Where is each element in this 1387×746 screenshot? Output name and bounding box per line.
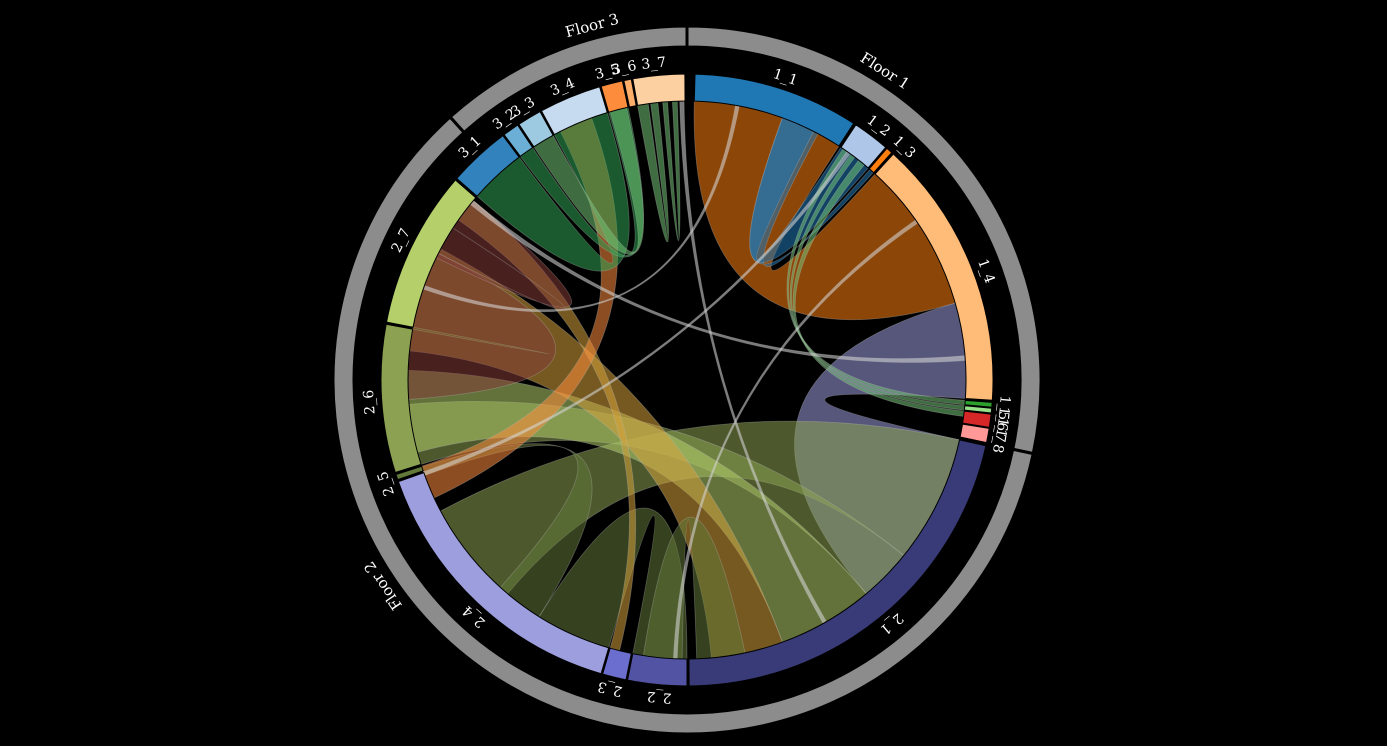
segments [380, 73, 994, 687]
segment-label-1-8: 1_8 [989, 427, 1009, 454]
segment-label-2-6: 2_6 [361, 389, 379, 415]
segment-2-6 [380, 323, 422, 474]
segment-3-5 [600, 80, 629, 113]
segment-1-7 [962, 410, 992, 428]
segment-label-3-7: 3_7 [641, 54, 667, 73]
segment-1-2 [840, 124, 887, 169]
segment-2-2 [626, 653, 688, 687]
group-arc-3 [448, 24, 689, 135]
segment-1-6 [963, 405, 993, 414]
segment-1-8 [959, 423, 990, 444]
group-rings [331, 24, 1043, 736]
segment-2-7 [385, 179, 477, 328]
ribbons [407, 100, 967, 660]
segment-label-1-6: 1_6 [993, 405, 1012, 432]
segment-label-1-7: 1_7 [991, 416, 1011, 443]
segment-1-5 [964, 399, 993, 408]
segment-3-4 [540, 86, 608, 136]
ribbon-20 [662, 100, 681, 242]
segment-2-5 [395, 465, 424, 481]
segment-2-4 [397, 472, 610, 675]
segment-label-1-5: 1_5 [995, 395, 1013, 421]
segment-3-2 [503, 124, 534, 157]
segment-1-1 [693, 73, 855, 147]
segment-label-2-3: 2_3 [596, 678, 624, 700]
segment-2-3 [602, 647, 632, 681]
segment-label-3-6: 3_6 [610, 58, 638, 79]
segment-3-1 [456, 134, 520, 197]
segment-label-3-5: 3_5 [593, 61, 621, 83]
segment-3-6 [623, 78, 637, 108]
segment-label-1-4: 1_4 [974, 257, 998, 286]
segment-3-7 [632, 73, 686, 106]
segment-3-3 [518, 110, 554, 148]
segment-2-1 [688, 439, 987, 687]
segment-1-3 [868, 147, 893, 174]
segment-label-1-1: 1_1 [771, 66, 800, 89]
segment-label-2-5: 2_5 [375, 469, 398, 498]
segment-1-4 [874, 153, 994, 401]
segment-label-2-2: 2_2 [646, 688, 672, 706]
